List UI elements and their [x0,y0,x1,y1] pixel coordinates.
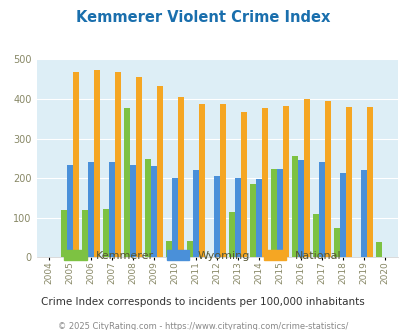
Bar [375,242,382,257]
Bar [318,162,324,257]
Bar [115,73,121,257]
Bar [313,214,318,257]
Bar [360,170,366,257]
Bar [136,77,142,257]
Bar [339,173,345,257]
Bar [151,166,157,257]
Bar [145,159,151,257]
Text: © 2025 CityRating.com - https://www.cityrating.com/crime-statistics/: © 2025 CityRating.com - https://www.city… [58,322,347,330]
Bar [366,107,372,257]
Bar [187,241,193,257]
Bar [94,70,100,257]
Bar [198,104,205,257]
Bar [229,212,235,257]
Bar [193,170,198,257]
Legend: Kemmerer, Wyoming, National: Kemmerer, Wyoming, National [60,246,345,265]
Bar [234,178,241,257]
Bar [256,179,262,257]
Bar [271,170,277,257]
Bar [109,162,115,257]
Bar [157,86,162,257]
Bar [214,176,220,257]
Bar [172,178,178,257]
Bar [67,165,73,257]
Text: Crime Index corresponds to incidents per 100,000 inhabitants: Crime Index corresponds to incidents per… [41,297,364,307]
Bar [88,162,94,257]
Bar [298,160,303,257]
Bar [82,210,88,257]
Text: Kemmerer Violent Crime Index: Kemmerer Violent Crime Index [76,10,329,25]
Bar [250,184,256,257]
Bar [303,99,309,257]
Bar [345,107,351,257]
Bar [124,108,130,257]
Bar [130,165,136,257]
Bar [282,106,288,257]
Bar [262,108,267,257]
Bar [220,104,226,257]
Bar [103,209,109,257]
Bar [292,156,298,257]
Bar [324,101,330,257]
Bar [61,210,67,257]
Bar [166,241,172,257]
Bar [178,97,183,257]
Bar [73,72,79,257]
Bar [277,169,282,257]
Bar [334,228,339,257]
Bar [241,112,246,257]
